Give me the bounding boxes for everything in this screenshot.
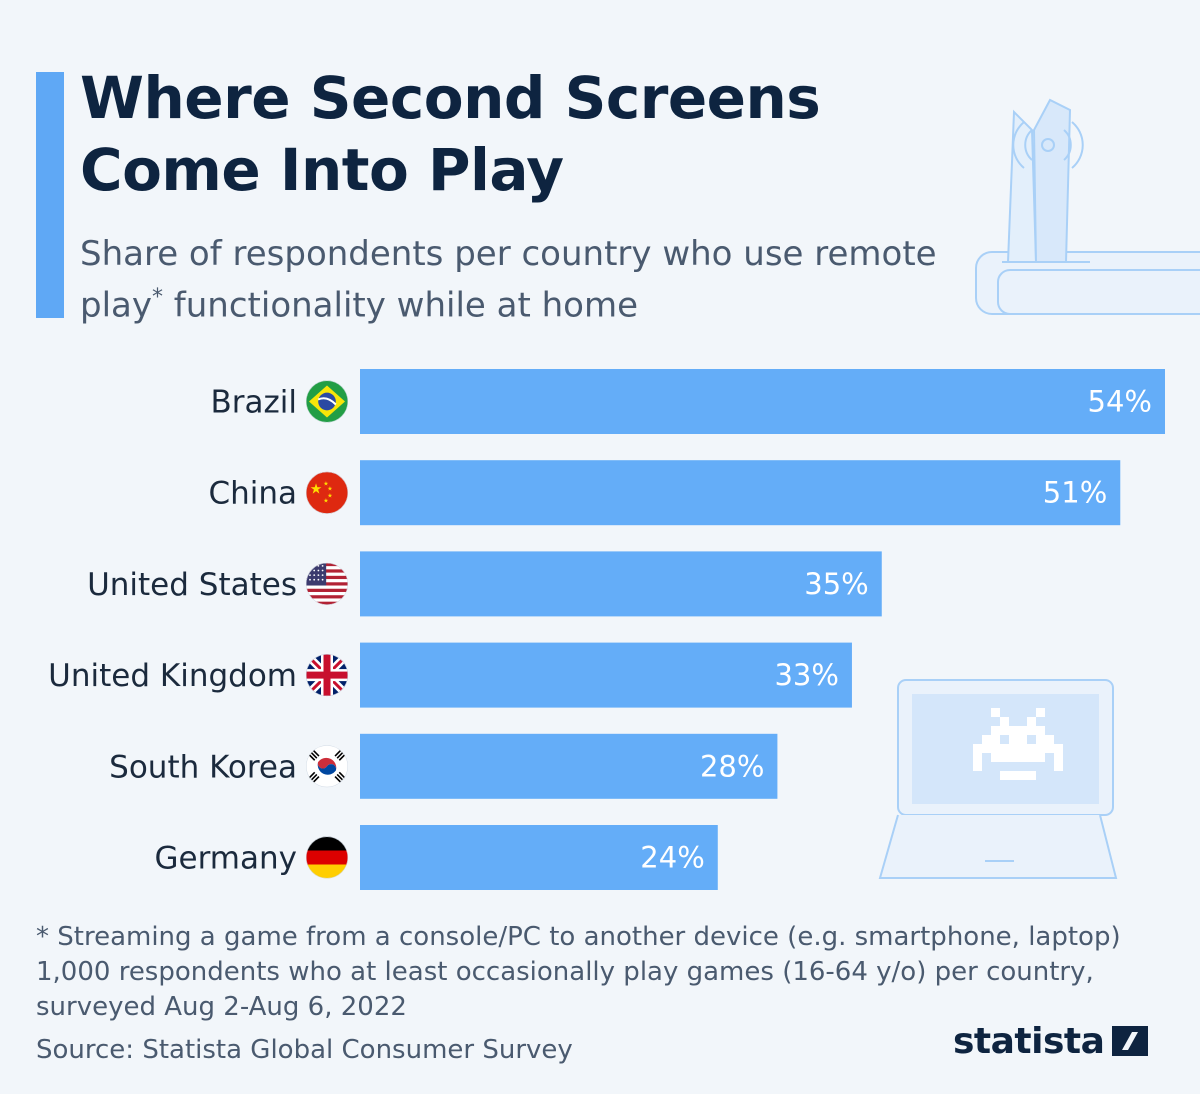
- category-label: United Kingdom: [48, 658, 297, 694]
- svg-text:★: ★: [323, 481, 328, 488]
- subtitle-text: Share of respondents per country who use…: [80, 234, 937, 326]
- brazil-flag-icon: [306, 380, 348, 423]
- uk-flag-icon: [306, 654, 348, 697]
- south-korea-flag-icon: [306, 745, 348, 788]
- value-label: 54%: [1088, 385, 1152, 419]
- svg-text:★: ★: [327, 493, 332, 500]
- title-accent-bar: [36, 72, 64, 318]
- bar-brazil: [360, 369, 1165, 434]
- usa-flag-icon: [306, 562, 348, 605]
- bar-china: [360, 460, 1121, 526]
- category-label: United States: [87, 567, 297, 603]
- statista-logo-mark-icon: [1112, 1026, 1149, 1056]
- category-label: Germany: [155, 841, 297, 877]
- space-invader-icon: [973, 708, 1063, 780]
- bar-germany: [360, 825, 718, 890]
- bar-south-korea: [360, 733, 778, 799]
- game-console-illustration: [975, 98, 1200, 315]
- svg-text:★: ★: [327, 486, 332, 493]
- svg-text:★: ★: [323, 498, 328, 505]
- value-label: 33%: [774, 658, 838, 692]
- footnote-line-2: 1,000 respondents who at least occasiona…: [36, 957, 1094, 987]
- category-label: Brazil: [210, 385, 297, 421]
- laptop-illustration: [878, 679, 1118, 879]
- source-note: Source: Statista Global Consumer Survey: [36, 1035, 573, 1065]
- category-label: China: [208, 476, 297, 512]
- value-label: 24%: [640, 841, 704, 875]
- value-label: 35%: [804, 567, 868, 601]
- subtitle-text-end: functionality while at home: [162, 285, 639, 326]
- bar-united-states: [360, 551, 882, 617]
- footnote: * Streaming a game from a console/PC to …: [36, 920, 1186, 1025]
- footnote-line-1: * Streaming a game from a console/PC to …: [36, 922, 1121, 952]
- subtitle-asterisk: *: [151, 285, 163, 310]
- statista-logo-text: statista: [953, 1020, 1105, 1062]
- bar-united-kingdom: [360, 642, 852, 708]
- china-flag-icon: ★ ★★★★: [306, 471, 348, 514]
- footnote-line-3: surveyed Aug 2-Aug 6, 2022: [36, 992, 407, 1022]
- value-label: 28%: [700, 749, 764, 783]
- statista-logo[interactable]: statista: [953, 1019, 1149, 1063]
- value-label: 51%: [1043, 476, 1107, 510]
- chart-subtitle: Share of respondents per country who use…: [80, 232, 940, 327]
- svg-text:★: ★: [310, 482, 323, 498]
- category-label: South Korea: [109, 749, 297, 785]
- chart-title: Where Second Screens Come Into Play: [80, 64, 821, 204]
- germany-flag-icon: [306, 836, 348, 879]
